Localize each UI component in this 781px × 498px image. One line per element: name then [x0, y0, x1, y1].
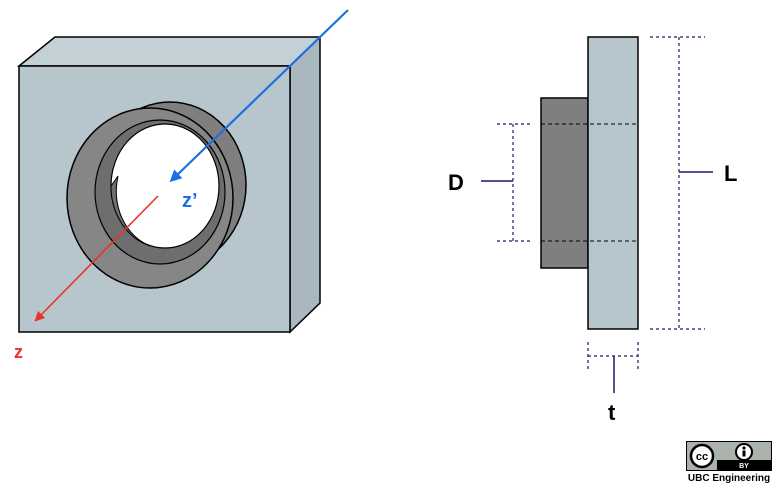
- plate-right-side: [289, 35, 321, 334]
- side-bushing: [540, 97, 589, 269]
- side-view: D L t: [448, 36, 737, 425]
- cc-by-badge-graphic: cc BY: [687, 442, 771, 470]
- t-label: t: [608, 400, 616, 425]
- z-prime-axis-arrow: [169, 9, 349, 183]
- cc-icon: [689, 443, 715, 469]
- plate-top-face: [16, 36, 322, 67]
- credit-text: UBC Engineering: [687, 473, 771, 484]
- d-label: D: [448, 170, 464, 195]
- svg-text:BY: BY: [739, 463, 749, 470]
- l-label: L: [724, 161, 737, 186]
- license-badge[interactable]: cc BY UBC Engineering: [686, 441, 772, 487]
- bore-shadow: [110, 175, 151, 247]
- cc-by-badge: cc BY: [686, 441, 772, 471]
- svg-text:cc: cc: [696, 451, 708, 463]
- z-label: z: [14, 342, 23, 362]
- bushing: [66, 101, 247, 289]
- z-prime-label: z’: [182, 190, 198, 212]
- z-axis-arrow: [34, 195, 159, 322]
- side-plate: [587, 36, 639, 330]
